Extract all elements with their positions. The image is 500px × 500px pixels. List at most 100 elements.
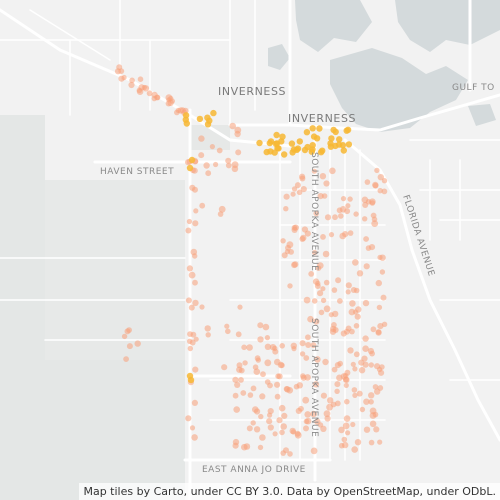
incident-dot [381,178,388,184]
incident-dot [372,411,379,418]
incident-dot [128,81,135,89]
incident-dot [350,361,356,367]
map-attribution[interactable]: Map tiles by Carto, under CC BY 3.0. Dat… [79,483,500,500]
lake-henderson [330,48,468,132]
incident-dot [136,88,144,95]
incident-dot [347,347,354,354]
incident-dot [260,371,266,378]
incident-dot [264,335,270,341]
incident-dot [345,289,351,295]
incident-dot [320,234,326,240]
incident-dot [304,230,311,237]
incident-dot [267,382,273,389]
incident-dot [371,220,379,228]
incident-dot [289,427,296,435]
incident-dot [246,425,253,432]
incident-dot [121,333,128,340]
hotspot-dot [263,148,270,156]
incident-dot [192,253,198,259]
incident-dot [192,186,198,193]
incident-dot [187,338,193,344]
hotspot-dot [204,121,212,128]
incident-dot [326,403,333,411]
incident-dot [235,331,242,338]
incident-dot [203,162,210,169]
hotspot-dot [186,164,194,172]
incident-dot [323,305,331,313]
incident-dot [315,265,322,272]
incident-dot [279,343,286,349]
incident-dot [338,426,345,434]
incident-dot [334,381,341,388]
incident-dot [281,412,288,419]
incident-dot [193,208,199,214]
incident-dot [379,364,385,370]
incident-dot [320,286,326,292]
hotspot-dot [256,139,263,147]
hotspot-dot [343,127,350,134]
incident-dot [334,388,340,394]
incident-dot [168,95,174,102]
incident-dot [291,261,298,269]
incident-dot [343,328,350,335]
water-bodies [268,0,500,132]
incident-dot [233,406,240,413]
incident-dot [124,328,131,335]
incident-dot [359,406,366,413]
incident-dot [198,135,205,142]
incident-dot [358,359,365,366]
incident-dot [186,218,192,225]
hotspot-dot [281,151,288,158]
incident-dot [342,422,350,430]
incident-dot [303,296,311,304]
incident-dot [369,350,375,357]
incident-dot [294,182,301,189]
incident-dot [216,147,223,154]
incident-dot [129,77,135,84]
incident-dot [337,360,344,367]
incident-dot [294,431,302,439]
incident-dot [347,230,354,236]
incident-dot [264,359,272,367]
incident-dot [199,202,206,209]
incident-dot [311,298,318,304]
label-east-anna-jo-drive: EAST ANNA JO DRIVE [202,465,306,475]
incident-dot [363,426,371,433]
incident-dot [235,149,242,156]
incident-dot [345,282,352,289]
pond-southeast [468,104,496,126]
incident-dot [348,308,356,316]
incident-dot [378,369,385,376]
incident-dot [380,294,387,301]
hotspot-dot [279,133,286,140]
incident-dot [352,259,359,266]
incident-dot [191,434,198,441]
park-area-southwest [0,360,185,500]
incident-dot [317,193,324,200]
incident-dot [199,304,205,310]
incident-dot [345,203,351,209]
label-south-apopka-avenue-1: SOUTH APOPKA AVENUE [309,152,319,271]
hotspot-dot [275,145,282,152]
incident-dot [334,400,341,407]
incident-dot [274,381,281,388]
incident-dots [114,64,388,457]
incident-dot [347,196,353,202]
hotspot-dot [271,149,278,156]
incident-dot [209,144,215,150]
incident-dot [310,447,318,455]
incident-dot [151,95,157,102]
incident-dot [274,393,281,400]
hotspot-dot [204,114,211,121]
hotspot-dot [183,120,190,127]
incident-dot [236,366,243,373]
incident-dot [363,236,369,242]
incident-dot [221,364,228,371]
incident-dot [257,322,264,329]
hotspot-dot [310,133,318,140]
incident-dot [237,304,243,310]
hotspot-dot [210,109,217,117]
hotspot-dot [328,135,335,142]
